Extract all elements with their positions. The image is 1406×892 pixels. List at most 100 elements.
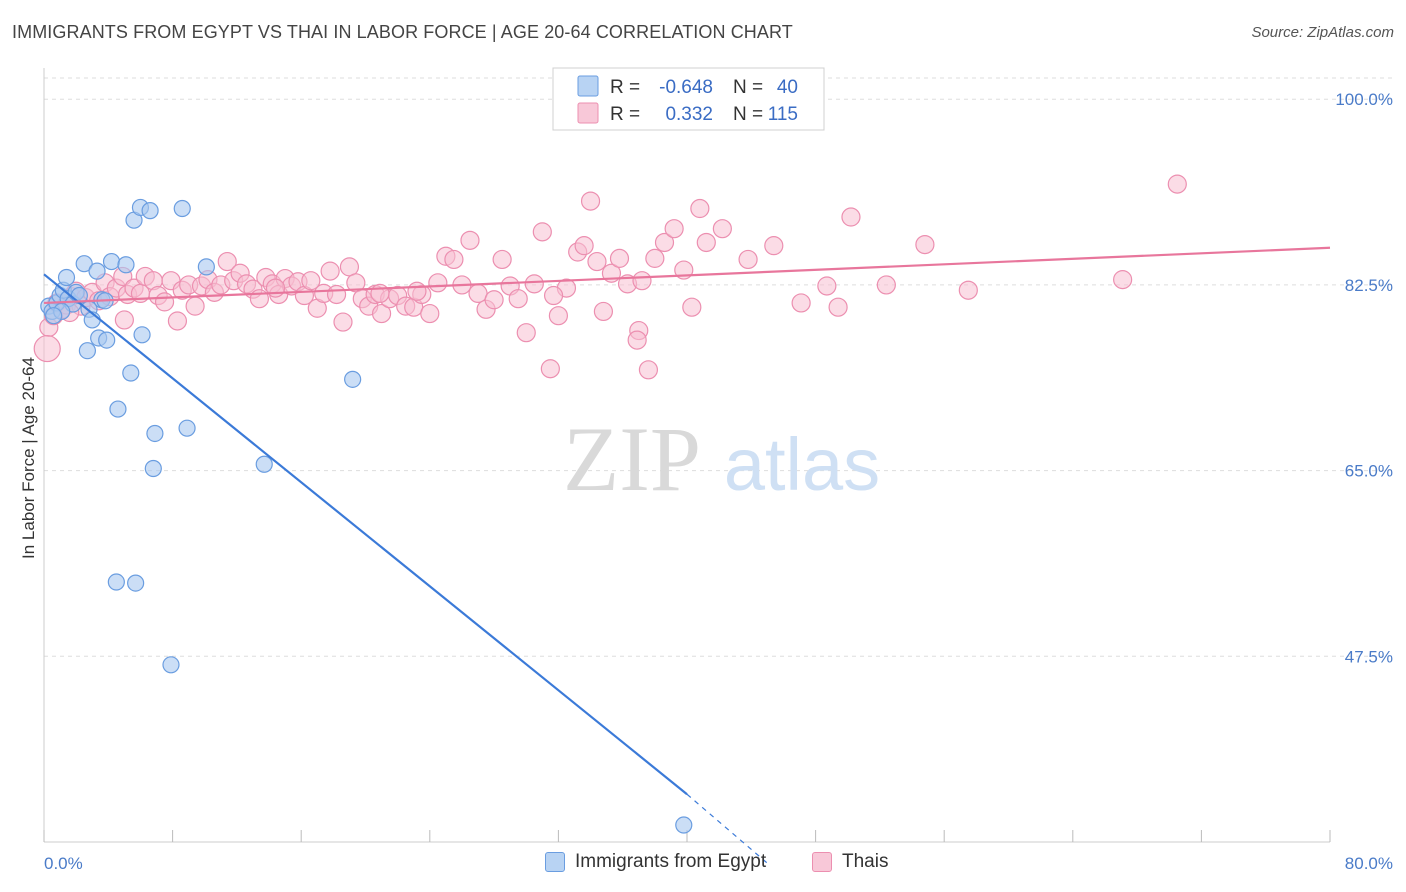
thais-point bbox=[593, 301, 614, 322]
thais-point bbox=[574, 236, 594, 256]
legend-r-label-2: R = bbox=[610, 104, 640, 125]
egypt-trend-line bbox=[43, 273, 688, 796]
egypt-point bbox=[178, 419, 196, 437]
thais-point bbox=[791, 293, 811, 313]
watermark: ZIP atlas bbox=[563, 408, 880, 510]
egypt-point bbox=[197, 258, 215, 276]
legend-swatch-thais bbox=[577, 102, 599, 124]
legend-r-value-2: 0.332 bbox=[665, 104, 713, 125]
series-thais-points bbox=[33, 174, 1187, 380]
thais-point bbox=[638, 360, 659, 380]
thais-point bbox=[333, 312, 353, 332]
thais-point bbox=[543, 285, 564, 306]
thais-point bbox=[817, 276, 837, 296]
bottom-legend-egypt: Immigrants from Egypt bbox=[545, 851, 766, 873]
thais-point bbox=[484, 290, 504, 310]
grid-lines bbox=[44, 77, 1392, 657]
thais-point bbox=[664, 219, 684, 239]
x-tick-label: 0.0% bbox=[44, 854, 83, 873]
thais-point bbox=[548, 306, 569, 326]
chart-title: IMMIGRANTS FROM EGYPT VS THAI IN LABOR F… bbox=[12, 22, 793, 42]
legend-r-label-1: R = bbox=[610, 77, 640, 98]
thais-point bbox=[682, 297, 702, 317]
bottom-legend-label-egypt: Immigrants from Egypt bbox=[575, 851, 767, 872]
bottom-legend-label-thais: Thais bbox=[842, 851, 889, 872]
egypt-point bbox=[78, 342, 97, 360]
thais-point bbox=[185, 296, 205, 316]
y-tick-label: 82.5% bbox=[1345, 276, 1393, 295]
thais-point bbox=[828, 297, 848, 317]
thais-point bbox=[339, 257, 360, 277]
thais-point bbox=[696, 232, 716, 253]
thais-point bbox=[1113, 270, 1133, 290]
thais-point bbox=[764, 236, 784, 256]
egypt-point bbox=[98, 331, 116, 349]
egypt-point bbox=[102, 252, 121, 271]
thais-trend-line bbox=[43, 246, 1331, 305]
thais-point bbox=[468, 283, 488, 304]
legend-n-value-2: 115 bbox=[768, 104, 798, 125]
thais-point bbox=[524, 274, 544, 294]
thais-point bbox=[265, 278, 286, 298]
thais-point bbox=[609, 248, 630, 268]
thais-point bbox=[532, 222, 552, 242]
egypt-point bbox=[133, 326, 151, 344]
thais-point bbox=[540, 359, 560, 379]
egypt-point bbox=[117, 256, 135, 274]
legend-swatch-egypt bbox=[577, 75, 599, 97]
egypt-point bbox=[144, 459, 162, 478]
x-tick-labels: 0.0% 80.0% bbox=[44, 854, 1393, 873]
egypt-point bbox=[122, 364, 140, 382]
thais-point bbox=[516, 323, 536, 343]
axes bbox=[43, 68, 1331, 843]
thais-point bbox=[1167, 174, 1187, 194]
thais-point bbox=[370, 283, 390, 304]
thais-point bbox=[632, 271, 652, 291]
y-tick-labels: 100.0% 82.5% 65.0% 47.5% bbox=[1335, 90, 1393, 666]
x-tick-label: 80.0% bbox=[1345, 854, 1393, 873]
thais-point bbox=[371, 303, 392, 324]
source-label: Source: ZipAtlas.com bbox=[1251, 24, 1394, 41]
thais-point bbox=[114, 310, 134, 330]
thais-point bbox=[420, 303, 440, 324]
thais-point bbox=[320, 261, 340, 281]
egypt-trend-extension bbox=[686, 793, 768, 864]
y-tick-label: 65.0% bbox=[1345, 462, 1393, 481]
thais-point bbox=[326, 284, 347, 305]
egypt-point bbox=[255, 455, 273, 473]
thais-point bbox=[738, 249, 758, 270]
bottom-legend-swatch-egypt bbox=[545, 852, 565, 872]
thais-point bbox=[654, 232, 675, 253]
thais-point bbox=[167, 311, 188, 331]
bottom-legend-thais: Thais bbox=[812, 851, 888, 873]
thais-point bbox=[301, 271, 321, 291]
thais-point bbox=[154, 292, 175, 312]
thais-point bbox=[627, 330, 647, 350]
watermark-atlas: atlas bbox=[724, 423, 880, 506]
thais-point bbox=[508, 289, 528, 309]
egypt-point bbox=[344, 370, 362, 388]
thais-point bbox=[876, 275, 896, 295]
thais-point bbox=[587, 251, 607, 272]
egypt-point bbox=[109, 400, 127, 418]
thais-point bbox=[645, 248, 665, 268]
trend-lines bbox=[43, 246, 1331, 864]
thais-point bbox=[958, 280, 978, 300]
watermark-zip: ZIP bbox=[563, 408, 701, 510]
egypt-point bbox=[107, 573, 125, 591]
thais-point bbox=[690, 198, 710, 219]
egypt-point bbox=[146, 424, 164, 443]
egypt-point bbox=[141, 202, 159, 220]
thais-point bbox=[217, 251, 237, 272]
egypt-point bbox=[57, 268, 76, 287]
thais-point bbox=[444, 249, 464, 270]
egypt-point bbox=[75, 255, 93, 273]
legend-box: R = -0.648 N = 40 R = 0.332 N = 115 bbox=[552, 67, 825, 131]
thais-point bbox=[492, 249, 512, 270]
thais-point bbox=[33, 334, 61, 363]
egypt-point bbox=[675, 816, 693, 834]
egypt-point bbox=[45, 307, 63, 325]
legend-r-value-1: -0.648 bbox=[659, 77, 713, 98]
thais-point bbox=[915, 234, 935, 255]
